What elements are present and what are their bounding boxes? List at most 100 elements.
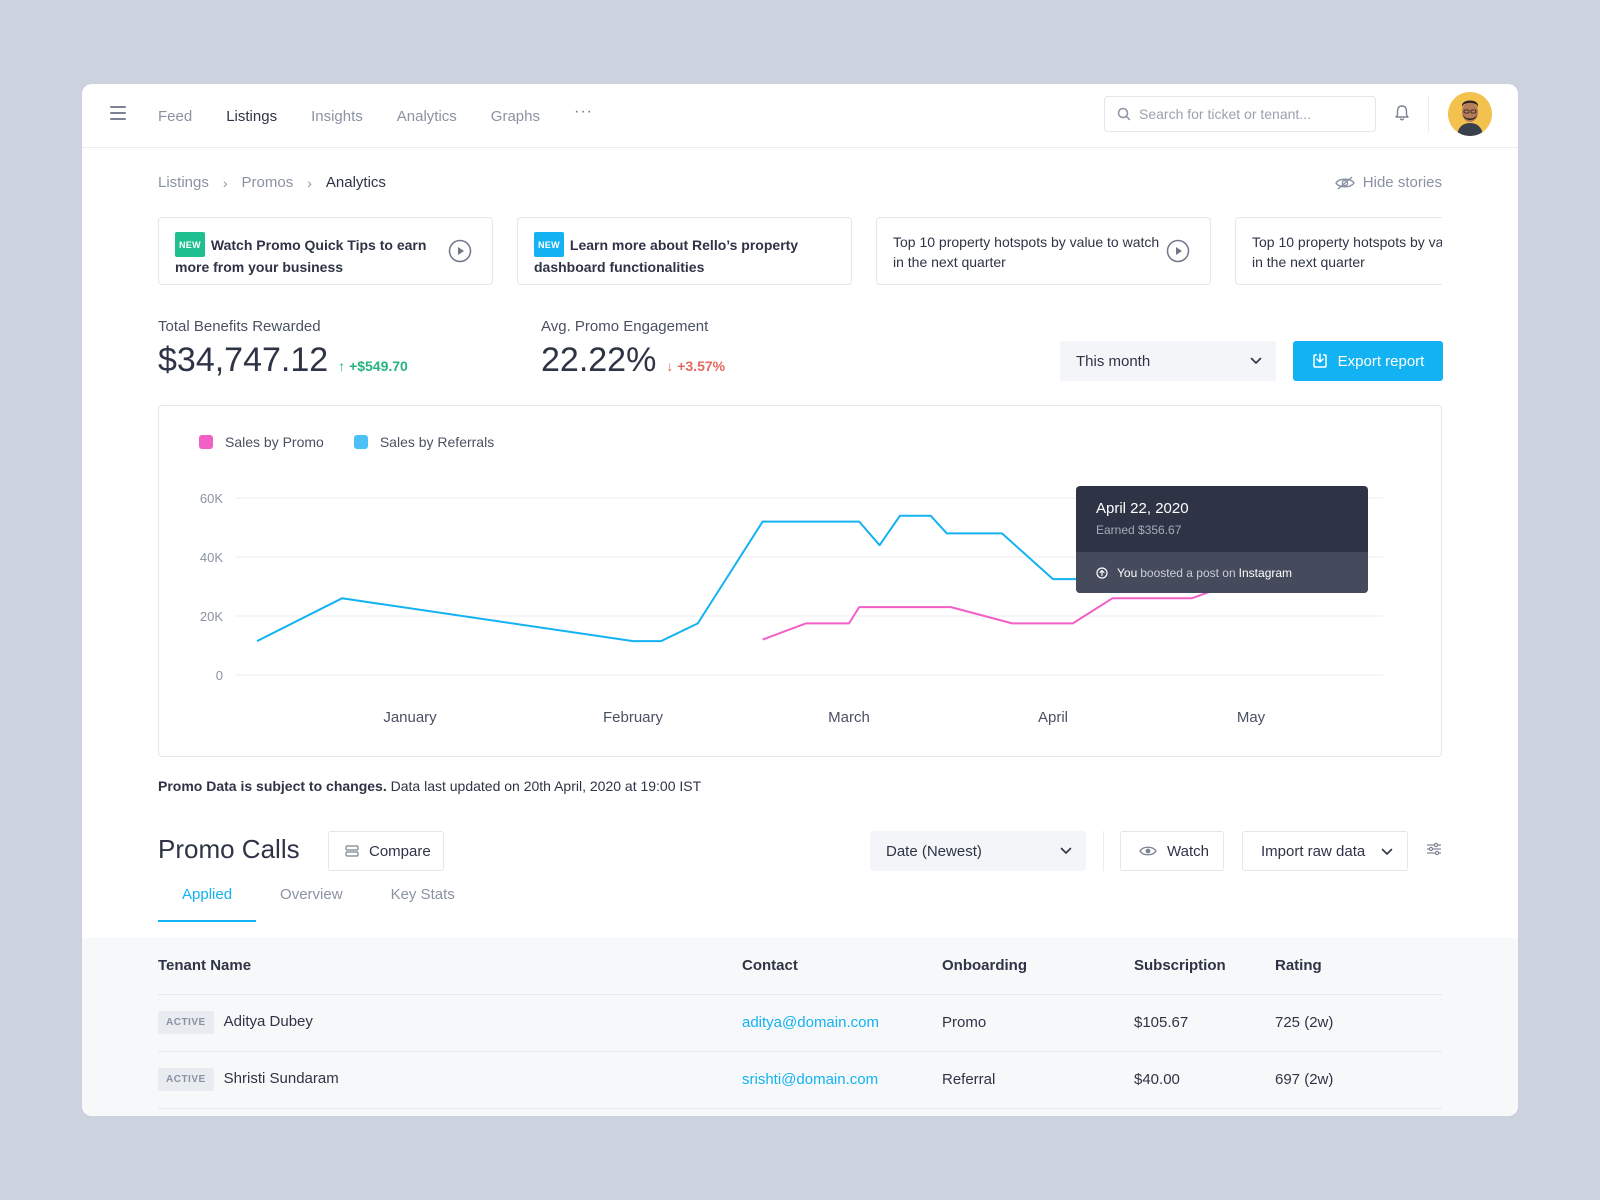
story-card[interactable]: Top 10 property hotspots by value to wat… — [876, 217, 1211, 285]
promo-tabs: Applied Overview Key Stats — [158, 886, 479, 922]
nav-link-insights[interactable]: Insights — [311, 107, 363, 125]
kpi-value: 22.22% — [541, 341, 657, 379]
tenant-name: Shristi Sundaram — [223, 1070, 339, 1087]
story-title: Top 10 property hotspots by value to wat… — [1252, 234, 1442, 270]
column-header[interactable]: Subscription — [1134, 938, 1275, 995]
play-icon[interactable] — [1166, 239, 1190, 263]
tab-overview[interactable]: Overview — [280, 886, 343, 903]
status-badge: ACTIVE — [158, 1011, 214, 1034]
footnote-bold: Promo Data is subject to changes. — [158, 778, 387, 794]
story-text: NEW Learn more about Rello’s property das… — [534, 232, 804, 277]
tab-applied[interactable]: Applied — [158, 886, 257, 922]
more-icon[interactable]: ··· — [574, 103, 593, 120]
nav-link-feed[interactable]: Feed — [158, 107, 193, 125]
hide-stories-button[interactable]: Hide stories — [1334, 174, 1442, 191]
breadcrumb-promos[interactable]: Promos — [241, 174, 294, 191]
column-header[interactable]: Tenant Name — [158, 938, 742, 995]
x-tick-label: April — [1038, 709, 1068, 726]
story-title: Learn more about Rello’s property dashbo… — [534, 237, 799, 275]
new-badge: NEW — [534, 232, 564, 257]
y-tick-label: 60K — [200, 491, 223, 506]
promo-table: Tenant Name Contact Onboarding Subscript… — [158, 938, 1442, 1109]
onboarding-cell: Referral — [942, 1051, 1134, 1109]
breadcrumb-listings[interactable]: Listings — [158, 174, 209, 191]
column-header[interactable]: Contact — [742, 938, 942, 995]
eye-icon — [1139, 846, 1157, 856]
column-header[interactable]: Rating — [1275, 938, 1442, 995]
top-nav: Feed Listings Insights Analytics Graphs … — [82, 84, 1518, 148]
table-row[interactable]: ACTIVE Shristi Sundaram srishti@domain.co… — [158, 1051, 1442, 1109]
story-text: NEW Watch Promo Quick Tips to earn more f… — [175, 232, 445, 277]
tooltip-date: April 22, 2020 — [1096, 500, 1189, 517]
nav-link-graphs[interactable]: Graphs — [490, 107, 540, 125]
kpi-delta: ↓ +3.57% — [666, 358, 726, 374]
chevron-down-icon — [1381, 848, 1393, 856]
search-input[interactable] — [1139, 106, 1359, 122]
rating-cell: 697 (2w) — [1275, 1051, 1442, 1109]
watch-label: Watch — [1167, 842, 1209, 860]
story-card[interactable]: Top 10 property hotspots by value to wat… — [1235, 217, 1442, 285]
tooltip-activity: You boosted a post on Instagram — [1076, 552, 1368, 593]
promo-table-area: Tenant Name Contact Onboarding Subscript… — [82, 938, 1518, 1116]
legend-item-referrals[interactable]: Sales by Referrals — [353, 434, 495, 450]
export-report-label: Export report — [1337, 352, 1425, 370]
app-window: Feed Listings Insights Analytics Graphs … — [82, 84, 1518, 1116]
chart-legend: Sales by Promo Sales by Referrals — [199, 434, 524, 450]
sales-chart: 0 20K 40K 60K January February March April May S… — [158, 405, 1442, 757]
x-tick-label: May — [1237, 709, 1266, 726]
tenant-cell: ACTIVE Aditya Dubey — [158, 994, 742, 1052]
menu-icon[interactable] — [110, 106, 126, 122]
kpi-value: $34,747.12 — [158, 341, 329, 379]
y-tick-label: 0 — [216, 668, 223, 683]
subscription-cell: $40.00 — [1134, 1051, 1275, 1109]
filter-settings-icon[interactable] — [1426, 842, 1442, 856]
breadcrumb-analytics: Analytics — [325, 174, 386, 191]
legend-label: Sales by Promo — [225, 434, 324, 450]
legend-swatch — [199, 435, 213, 449]
nav-link-listings[interactable]: Listings — [226, 107, 278, 125]
table-header-row: Tenant Name Contact Onboarding Subscript… — [158, 938, 1442, 995]
contact-cell: aditya@domain.com — [742, 994, 942, 1052]
column-header[interactable]: Onboarding — [942, 938, 1134, 995]
x-tick-label: March — [828, 709, 870, 726]
eye-off-icon — [1334, 175, 1355, 190]
chart-tooltip: April 22, 2020 Earned $356.67 You booste… — [1076, 486, 1368, 593]
x-tick-label: January — [383, 709, 437, 726]
tenant-cell: ACTIVE Shristi Sundaram — [158, 1051, 742, 1109]
data-footnote: Promo Data is subject to changes. Data l… — [158, 778, 701, 794]
nav-divider — [1428, 96, 1429, 132]
bell-icon[interactable] — [1394, 104, 1410, 122]
import-raw-data-button[interactable]: Import raw data — [1242, 831, 1408, 871]
contact-email-link[interactable]: aditya@domain.com — [742, 1014, 879, 1031]
contact-email-link[interactable]: srishti@domain.com — [742, 1071, 879, 1088]
play-icon[interactable] — [448, 239, 472, 263]
export-report-button[interactable]: Export report — [1293, 341, 1443, 381]
tooltip-you: You — [1117, 565, 1138, 580]
table-row[interactable]: ACTIVE Aditya Dubey aditya@domain.com Pro… — [158, 994, 1442, 1052]
chevron-right-icon: › — [222, 174, 228, 191]
onboarding-cell: Promo — [942, 994, 1134, 1052]
hide-stories-label: Hide stories — [1362, 174, 1442, 191]
contact-cell: srishti@domain.com — [742, 1051, 942, 1109]
period-select[interactable]: This month — [1060, 341, 1276, 381]
rating-cell: 725 (2w) — [1275, 994, 1442, 1052]
boost-icon — [1096, 566, 1108, 579]
story-card[interactable]: NEW Watch Promo Quick Tips to earn more f… — [158, 217, 493, 285]
avatar[interactable] — [1448, 92, 1492, 136]
kpi-label: Total Benefits Rewarded — [158, 318, 321, 335]
compare-button[interactable]: Compare — [328, 831, 444, 871]
status-badge: ACTIVE — [158, 1068, 214, 1091]
tab-key-stats[interactable]: Key Stats — [390, 886, 455, 903]
stories-row: NEW Watch Promo Quick Tips to earn more f… — [158, 217, 1442, 285]
nav-link-analytics[interactable]: Analytics — [396, 107, 457, 125]
legend-label: Sales by Referrals — [379, 434, 495, 450]
legend-item-promo[interactable]: Sales by Promo — [199, 434, 324, 450]
story-card[interactable]: NEW Learn more about Rello’s property das… — [517, 217, 852, 285]
search-icon — [1117, 107, 1131, 121]
breadcrumb: Listings › Promos › Analytics — [158, 174, 386, 191]
kpi-delta: ↑ +$549.70 — [338, 358, 408, 374]
watch-button[interactable]: Watch — [1120, 831, 1224, 871]
chevron-down-icon — [1250, 357, 1262, 365]
y-tick-label: 20K — [200, 609, 223, 624]
sort-select[interactable]: Date (Newest) — [870, 831, 1086, 871]
